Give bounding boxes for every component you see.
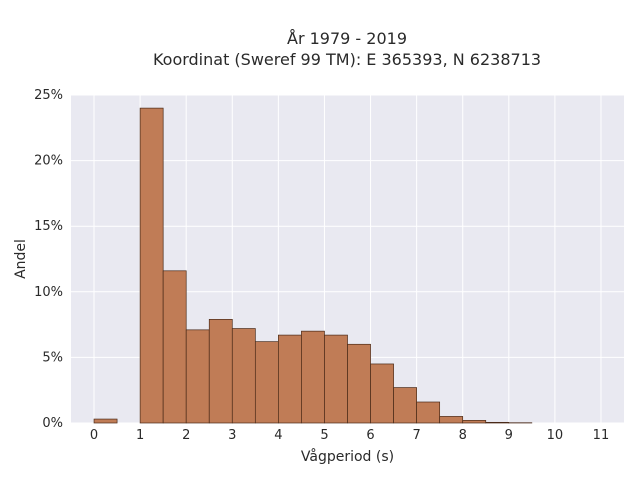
histogram-bar <box>301 330 325 424</box>
histogram-bar <box>139 107 164 424</box>
chart-title: År 1979 - 2019 <box>287 29 407 48</box>
y-tick-label: 0% <box>42 416 63 431</box>
y-tick-label: 20% <box>34 154 63 169</box>
x-tick-label: 8 <box>459 428 467 443</box>
y-tick-label: 25% <box>34 88 63 103</box>
histogram-bar <box>439 416 464 424</box>
x-axis-label: Vågperiod (s) <box>301 448 394 465</box>
histogram-bar <box>485 421 510 424</box>
histogram-bar <box>462 420 487 424</box>
x-tick-label: 9 <box>505 428 513 443</box>
histogram-bar <box>93 418 118 424</box>
y-tick-label: 15% <box>34 219 63 234</box>
x-tick-label: 7 <box>412 428 420 443</box>
histogram-bar <box>370 363 394 424</box>
y-tick-label: 10% <box>34 285 63 300</box>
x-tick-label: 10 <box>547 428 564 443</box>
histogram-bar <box>416 401 441 424</box>
x-tick-label: 3 <box>228 428 236 443</box>
histogram-bar <box>278 334 302 424</box>
histogram-bar <box>185 329 210 424</box>
x-tick-label: 0 <box>90 428 98 443</box>
histogram-bar <box>324 334 348 424</box>
x-tick-label: 5 <box>320 428 328 443</box>
x-tick-label: 6 <box>366 428 374 443</box>
x-tick-label: 1 <box>136 428 144 443</box>
histogram-bar <box>231 328 256 424</box>
histogram-bar <box>393 387 417 424</box>
histogram-bar <box>347 343 371 424</box>
histogram-bar <box>162 270 187 424</box>
y-axis-label: Andel <box>13 239 29 279</box>
histogram-bar <box>208 319 233 424</box>
x-tick-label: 2 <box>182 428 190 443</box>
histogram-bar <box>254 341 279 424</box>
x-tick-label: 11 <box>593 428 610 443</box>
x-tick-label: 4 <box>274 428 282 443</box>
y-tick-label: 5% <box>42 350 63 365</box>
chart-subtitle: Koordinat (Sweref 99 TM): E 365393, N 62… <box>152 50 542 69</box>
